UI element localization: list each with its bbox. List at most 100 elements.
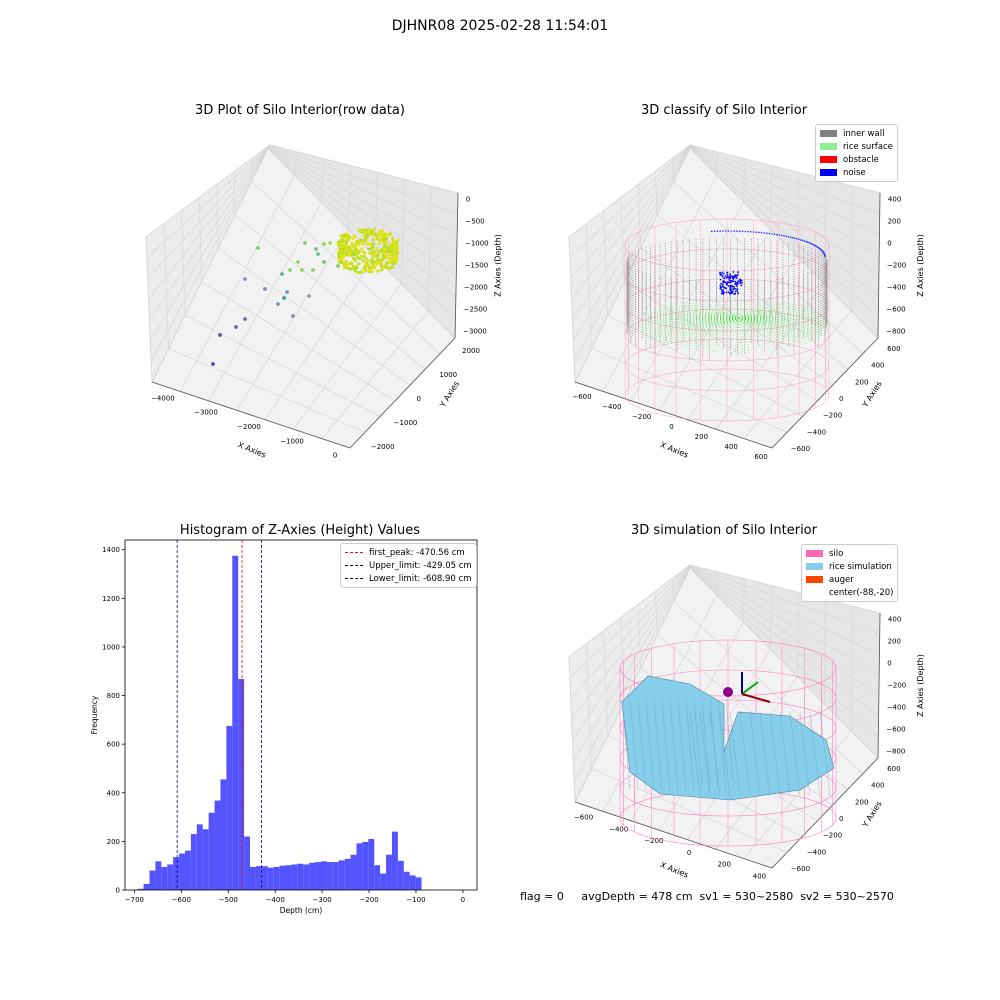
noise-points bbox=[725, 275, 727, 277]
raw-point bbox=[363, 267, 366, 270]
simulation-x-tick-label: 200 bbox=[718, 861, 731, 869]
raw-y-tick-label: 1000 bbox=[439, 371, 457, 379]
histogram-bar bbox=[368, 839, 374, 890]
raw-point bbox=[363, 252, 366, 255]
classify-legend-item: noise bbox=[820, 166, 893, 179]
noise-points bbox=[722, 230, 724, 232]
noise-points bbox=[742, 231, 744, 233]
simulation-legend-label: center(-88,-20) bbox=[829, 588, 893, 598]
classify-z-tick-label: −400 bbox=[887, 283, 906, 291]
raw-point bbox=[348, 251, 351, 254]
noise-points bbox=[733, 293, 735, 295]
noise-points bbox=[728, 230, 730, 232]
noise-points bbox=[732, 291, 734, 293]
raw-y-tick-label: −2000 bbox=[371, 443, 395, 451]
raw-point bbox=[381, 229, 384, 232]
noise-points bbox=[732, 286, 734, 288]
classify-y-tick-label: 200 bbox=[855, 378, 868, 386]
raw-point bbox=[316, 252, 320, 256]
auger-marker bbox=[723, 687, 733, 697]
noise-points bbox=[810, 243, 812, 245]
histogram-bar bbox=[238, 679, 244, 890]
histogram-bar bbox=[179, 854, 185, 890]
noise-points bbox=[728, 291, 730, 293]
raw-point bbox=[391, 254, 394, 257]
raw-point bbox=[345, 244, 348, 247]
raw-point bbox=[368, 252, 371, 255]
raw-point bbox=[355, 265, 358, 268]
raw-point bbox=[336, 264, 340, 268]
noise-points bbox=[741, 282, 743, 284]
raw-point bbox=[342, 248, 345, 251]
histogram-x-tick-label: −300 bbox=[313, 896, 332, 904]
noise-points bbox=[807, 241, 809, 243]
raw-z-tick-label: −3000 bbox=[463, 327, 487, 335]
raw-point bbox=[372, 261, 375, 264]
histogram-bar bbox=[309, 863, 315, 890]
histogram-chart: −700 −600 −500 −400 −300 −200 −100 002004006008… bbox=[90, 540, 477, 915]
noise-points bbox=[720, 286, 722, 288]
raw-point bbox=[376, 253, 379, 256]
simulation-z-tick-label: −800 bbox=[886, 747, 905, 755]
histogram-y-tick-label: 1000 bbox=[102, 643, 120, 651]
noise-points bbox=[722, 276, 724, 278]
noise-points bbox=[808, 242, 810, 244]
noise-points bbox=[726, 272, 728, 274]
raw-point bbox=[339, 252, 342, 255]
classify-z-tick-label: −600 bbox=[886, 305, 905, 313]
noise-points bbox=[766, 232, 768, 234]
raw-point bbox=[387, 249, 390, 252]
noise-points bbox=[737, 283, 739, 285]
histogram-x-tick-label: −400 bbox=[266, 896, 285, 904]
raw-point bbox=[389, 243, 392, 246]
histogram-y-axis-label: Frequency bbox=[90, 695, 99, 734]
raw-point bbox=[345, 237, 348, 240]
classify-x-tick-label: −600 bbox=[572, 393, 591, 401]
histogram-bar bbox=[380, 873, 386, 890]
raw-y-tick-label: −1000 bbox=[394, 419, 418, 427]
noise-points bbox=[735, 275, 737, 277]
raw-point bbox=[366, 233, 369, 236]
simulation-x-tick-label: −600 bbox=[574, 814, 593, 822]
histogram-bar bbox=[297, 864, 303, 890]
histogram-y-tick-label: 0 bbox=[116, 887, 120, 895]
histogram-bar bbox=[416, 877, 422, 890]
histogram-bar bbox=[327, 862, 333, 890]
classify-x-tick-label: 200 bbox=[695, 433, 708, 441]
classify-x-axis-label: X Axies bbox=[659, 440, 690, 459]
noise-points bbox=[722, 284, 724, 286]
noise-points bbox=[739, 281, 741, 283]
noise-points bbox=[734, 288, 736, 290]
histogram-legend-item: Upper_limit: -429.05 cm bbox=[345, 559, 472, 572]
raw-point bbox=[285, 290, 289, 294]
histogram-bar bbox=[286, 865, 292, 890]
raw-point bbox=[363, 239, 366, 242]
noise-points bbox=[730, 292, 732, 294]
noise-points bbox=[717, 230, 719, 232]
raw-point bbox=[396, 238, 399, 241]
raw-point bbox=[338, 257, 341, 260]
raw-point bbox=[375, 247, 378, 250]
raw-point bbox=[395, 252, 398, 255]
noise-points bbox=[811, 243, 813, 245]
histogram-bar bbox=[362, 842, 368, 890]
simulation-y-tick-label: 600 bbox=[887, 765, 900, 773]
raw-point bbox=[376, 270, 379, 273]
simulation-y-tick-label: −600 bbox=[791, 865, 810, 873]
raw-point bbox=[296, 260, 300, 264]
simulation-z-tick-label: −400 bbox=[887, 703, 906, 711]
histogram-bar bbox=[291, 864, 297, 890]
classify-y-tick-label: −600 bbox=[791, 445, 810, 453]
simulation-y-tick-label: 200 bbox=[855, 798, 868, 806]
noise-points bbox=[737, 271, 739, 273]
noise-points bbox=[736, 288, 738, 290]
simulation-legend-item: auger bbox=[806, 573, 893, 586]
noise-points bbox=[722, 291, 724, 293]
noise-points bbox=[734, 277, 736, 279]
raw-point bbox=[307, 294, 311, 298]
simulation-legend-label: rice simulation bbox=[829, 562, 892, 572]
classify-x-tick-label: 600 bbox=[754, 453, 767, 461]
histogram-bar bbox=[161, 867, 167, 890]
raw-point bbox=[363, 255, 366, 258]
histogram-bar bbox=[280, 866, 286, 890]
